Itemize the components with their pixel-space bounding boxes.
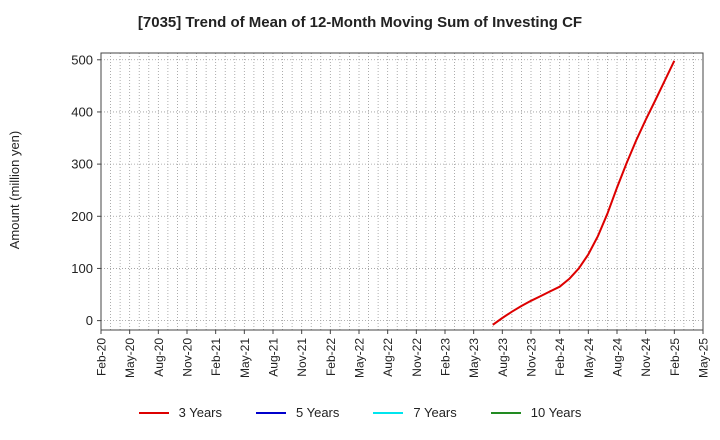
x-tick-label: Aug-21 [267,338,281,377]
plot-area-frame [100,52,704,331]
x-tick-label: Nov-22 [410,338,424,377]
legend-label: 10 Years [530,405,582,420]
legend-label: 3 Years [178,405,222,420]
x-tick-label: May-20 [123,338,137,378]
legend-swatch [256,411,286,414]
y-tick-label: 400 [71,104,93,119]
x-tick-label: Aug-20 [152,338,166,377]
legend-item: 7 Years [373,405,457,420]
y-tick-label: 500 [71,52,93,67]
series-lines [492,60,676,326]
x-tick-label: Nov-23 [525,338,539,377]
legend-swatch [373,411,404,414]
x-tick-label: May-23 [467,338,481,378]
x-tick-label: May-22 [353,338,367,378]
y-tick-label: 200 [71,209,93,224]
x-tick-label: Aug-24 [611,338,625,377]
x-tick-label: Nov-24 [639,338,653,377]
x-tick-label: May-24 [582,338,596,378]
chart-title: [7035] Trend of Mean of 12-Month Moving … [137,14,583,31]
y-tick-label: 100 [71,261,93,276]
x-tick-label: May-21 [238,338,252,378]
y-tick-label: 300 [71,157,93,172]
x-tick-label: Nov-20 [181,338,195,377]
x-tick-label: Nov-21 [295,338,309,377]
legend-swatch [490,411,521,414]
grid-lines [101,53,703,330]
x-tick-label: Aug-23 [496,338,510,377]
legend-label: 5 Years [296,405,340,420]
x-tick-label: May-25 [697,338,711,378]
legend: 3 Years 5 Years 7 Years 10 Years [0,405,720,420]
x-tick-label: Feb-21 [209,338,223,376]
x-tick-label: Feb-24 [553,338,567,376]
y-tick-label: 0 [86,313,93,328]
legend-item: 3 Years [138,405,222,420]
series-line-3-years [492,60,676,326]
x-tick-label: Aug-22 [381,338,395,377]
x-tick-label: Feb-22 [324,338,338,376]
legend-label: 7 Years [413,405,457,420]
x-tick-label: Feb-20 [95,338,109,376]
x-tick-label: Feb-23 [439,338,453,376]
y-axis-label: Amount (million yen) [7,131,22,250]
legend-item: 5 Years [256,405,339,420]
legend-swatch [138,411,169,414]
y-axis-ticks: 0 100 200 300 400 500 [71,52,101,328]
x-axis-ticks: Feb-20 May-20 Aug-20 Nov-20 Feb-21 May-21 Aug-… [95,330,711,378]
line-chart: 0 100 200 300 400 500 Feb-20 May-20 Aug-20 Nov-2… [7,52,711,378]
x-tick-label: Feb-25 [668,338,682,376]
legend-item: 10 Years [490,405,582,420]
